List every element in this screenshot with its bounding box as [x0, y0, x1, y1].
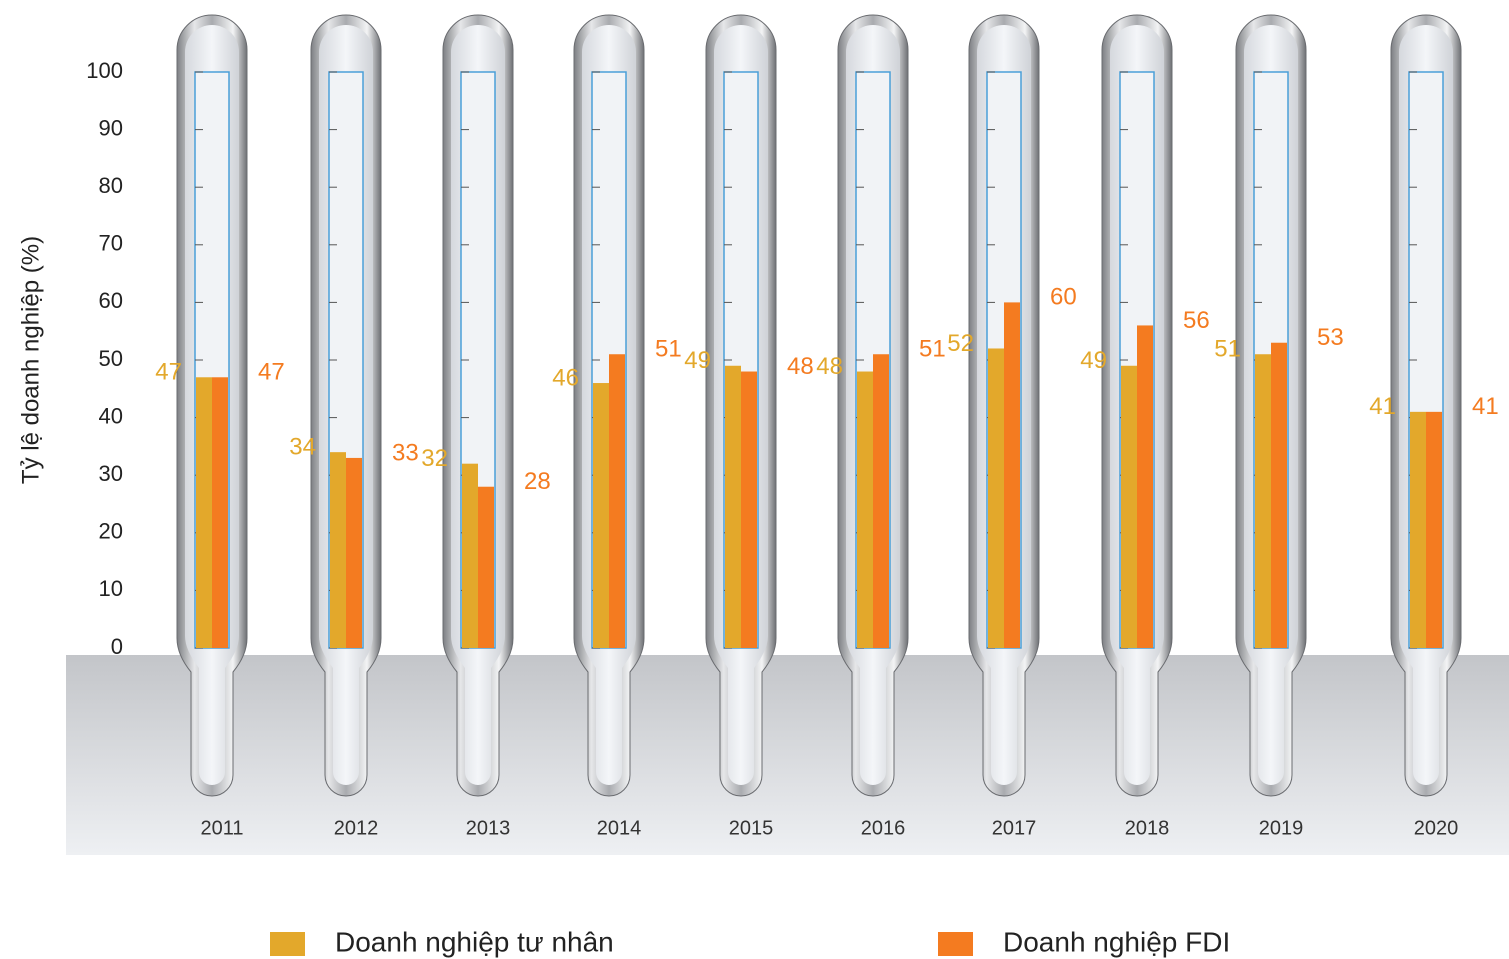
- y-tick-label: 50: [99, 346, 123, 371]
- data-label: 41: [1472, 393, 1499, 420]
- x-tick-label: 2013: [466, 817, 511, 839]
- x-tick-label: 2016: [861, 817, 906, 839]
- y-tick-label: 0: [111, 634, 123, 659]
- bar: [1410, 411, 1426, 648]
- y-tick-label: 70: [99, 231, 123, 256]
- bar: [462, 463, 478, 648]
- y-tick-label: 90: [99, 115, 123, 140]
- x-tick-label: 2019: [1259, 817, 1304, 839]
- y-axis-title: Tỷ lệ doanh nghiệp (%): [17, 236, 44, 484]
- data-label: 51: [919, 336, 946, 363]
- data-label: 53: [1317, 324, 1344, 351]
- legend-label: Doanh nghiệp tư nhân: [335, 926, 614, 957]
- data-label: 60: [1050, 284, 1077, 311]
- bar: [609, 354, 625, 648]
- bar: [330, 452, 346, 648]
- bar: [857, 371, 873, 648]
- bar: [1255, 354, 1271, 648]
- y-tick-label: 100: [86, 58, 123, 83]
- data-label: 33: [392, 439, 419, 466]
- bar: [873, 354, 889, 648]
- bar: [196, 377, 212, 648]
- bar: [1121, 365, 1137, 648]
- data-label: 51: [1214, 336, 1241, 363]
- legend-swatch: [270, 932, 305, 956]
- x-tick-label: 2015: [729, 817, 774, 839]
- data-label: 47: [258, 359, 285, 386]
- data-label: 52: [947, 330, 974, 357]
- bar: [725, 365, 741, 648]
- data-label: 49: [684, 347, 711, 374]
- x-tick-label: 2012: [334, 817, 379, 839]
- data-label: 46: [552, 364, 579, 391]
- bar: [478, 486, 494, 648]
- bar: [593, 383, 609, 648]
- y-tick-label: 30: [99, 461, 123, 486]
- legend-swatch: [938, 932, 973, 956]
- x-tick-label: 2020: [1414, 817, 1459, 839]
- legend-label: Doanh nghiệp FDI: [1003, 926, 1230, 957]
- y-tick-label: 20: [99, 519, 123, 544]
- bar: [988, 348, 1004, 648]
- bar: [1004, 302, 1020, 648]
- bar: [346, 457, 362, 648]
- data-label: 32: [421, 445, 448, 472]
- x-tick-label: 2017: [992, 817, 1037, 839]
- y-tick-label: 40: [99, 403, 123, 428]
- bar: [1137, 325, 1153, 648]
- data-label: 48: [787, 353, 814, 380]
- x-tick-label: 2011: [200, 817, 243, 839]
- data-label: 28: [524, 468, 551, 495]
- data-label: 41: [1369, 393, 1396, 420]
- y-tick-label: 80: [99, 173, 123, 198]
- bar: [1271, 342, 1287, 648]
- x-tick-label: 2018: [1125, 817, 1170, 839]
- data-label: 48: [816, 353, 843, 380]
- x-tick-label: 2014: [597, 817, 642, 839]
- data-label: 34: [289, 434, 316, 461]
- data-label: 47: [155, 359, 182, 386]
- data-label: 56: [1183, 307, 1210, 334]
- data-label: 51: [655, 336, 682, 363]
- y-tick-label: 10: [99, 576, 123, 601]
- bar: [212, 377, 228, 648]
- y-tick-label: 60: [99, 288, 123, 313]
- bar: [741, 371, 757, 648]
- data-label: 49: [1080, 347, 1107, 374]
- bar: [1426, 411, 1442, 648]
